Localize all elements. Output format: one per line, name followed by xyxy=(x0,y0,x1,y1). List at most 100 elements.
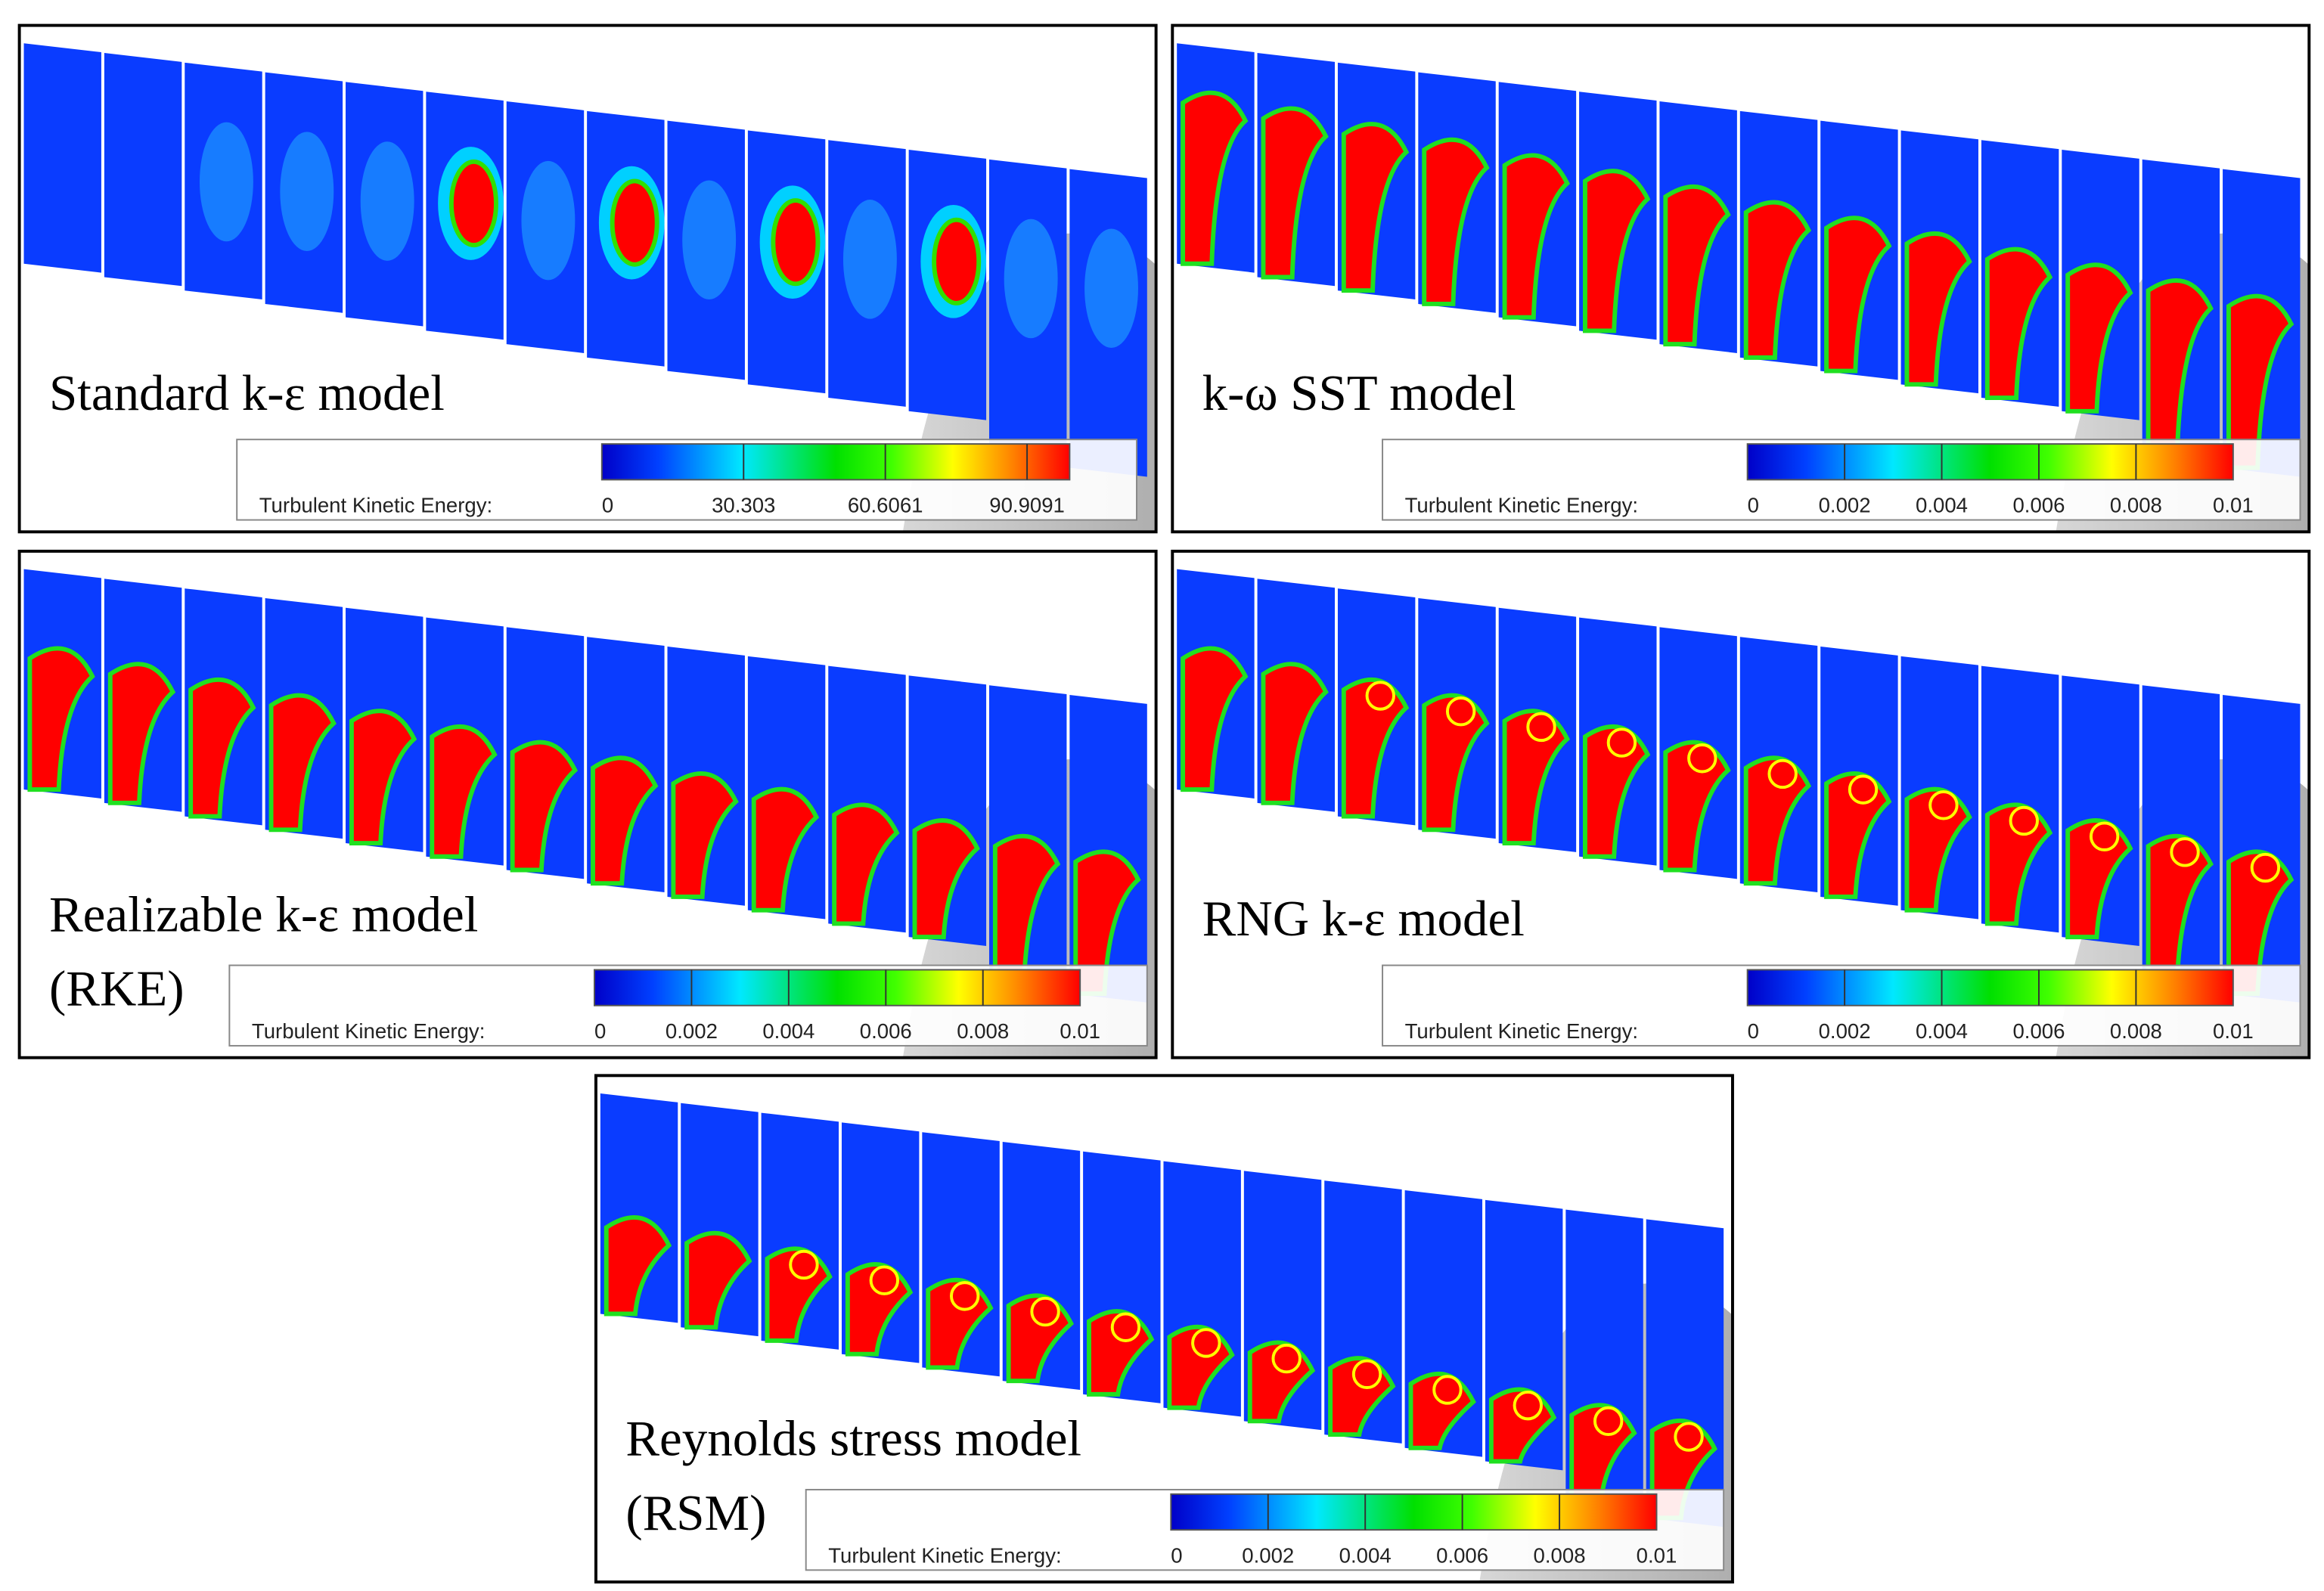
tke-region xyxy=(268,693,337,833)
tke-region xyxy=(1582,169,1651,333)
slice xyxy=(828,140,906,407)
contour-view xyxy=(23,569,1156,1058)
tke-region xyxy=(1422,137,1490,306)
slice xyxy=(1820,120,1898,380)
legend-tick-label: 30.303 xyxy=(712,494,775,517)
model-label: (RSM) xyxy=(625,1485,766,1541)
tke-region xyxy=(751,786,820,913)
tke-region xyxy=(992,833,1061,983)
model-label: Reynolds stress model xyxy=(625,1411,1081,1467)
tke-region xyxy=(684,1230,752,1330)
panel: RNG k-ε model Turbulent Kinetic Energy: 0 0… xyxy=(1171,549,2311,1059)
slice xyxy=(2223,169,2301,477)
model-label: Standard k-ε model xyxy=(49,365,445,421)
slice xyxy=(2142,159,2220,464)
tke-low xyxy=(842,200,897,319)
tke-region xyxy=(510,740,579,873)
slice xyxy=(104,578,182,812)
tke-region xyxy=(1743,755,1812,886)
vortex-core xyxy=(869,1265,900,1295)
panel-border xyxy=(1171,549,2311,1059)
slice xyxy=(506,627,585,879)
tke-region xyxy=(832,802,900,926)
vortex-core xyxy=(1432,1375,1463,1405)
model-label: Realizable k-ε model xyxy=(49,886,478,942)
slice xyxy=(1659,101,1737,353)
vortex-core xyxy=(1687,743,1717,774)
slice xyxy=(1418,72,1496,313)
slice xyxy=(1243,1171,1322,1431)
legend-title: Turbulent Kinetic Energy: xyxy=(259,494,492,517)
legend-tick-label: 0 xyxy=(1748,494,1759,517)
panel: k-ω SST model Turbulent Kinetic Energy: 0 0… xyxy=(1171,23,2311,534)
legend-title: Turbulent Kinetic Energy: xyxy=(1405,494,1638,517)
slice-plane xyxy=(23,43,101,273)
vortex-core xyxy=(789,1249,819,1280)
slice xyxy=(506,101,585,353)
vortex-core xyxy=(1030,1296,1060,1327)
slice xyxy=(265,597,343,839)
slice xyxy=(23,43,101,273)
tke-region xyxy=(430,724,498,859)
legend-tick-label: 0.008 xyxy=(2110,494,2162,517)
panel-border xyxy=(594,1074,1734,1584)
slice xyxy=(346,607,424,852)
legend-tick-label: 0.01 xyxy=(1060,1019,1100,1043)
legend-tick-label: 0.01 xyxy=(2213,1019,2254,1043)
tke-region xyxy=(1181,90,1249,266)
slice xyxy=(1069,695,1147,1003)
slice xyxy=(587,637,665,893)
slice xyxy=(1069,169,1147,477)
slice xyxy=(1659,627,1737,879)
vortex-core xyxy=(2009,805,2039,836)
tke-region xyxy=(1582,724,1651,859)
slice xyxy=(1900,130,1978,394)
slice xyxy=(1177,43,1255,273)
slice xyxy=(1337,588,1416,826)
slice xyxy=(1177,569,1255,799)
slice xyxy=(185,588,262,826)
slice xyxy=(747,656,826,920)
legend: Turbulent Kinetic Energy: 0 0.002 0.004 0.00… xyxy=(1382,964,2301,1047)
tke-region xyxy=(1073,849,1141,996)
slice xyxy=(265,72,343,313)
tke-region xyxy=(1341,122,1410,293)
model-label: (RKE) xyxy=(49,961,185,1017)
slice xyxy=(1498,82,1577,327)
vortex-core xyxy=(1767,758,1798,789)
legend-tick-label: 0.002 xyxy=(1242,1543,1294,1567)
slice xyxy=(667,120,745,380)
slice xyxy=(1257,578,1336,812)
tke-region xyxy=(1341,677,1410,819)
legend-tick-label: 0.008 xyxy=(1534,1543,1586,1567)
slice xyxy=(828,665,906,933)
slice xyxy=(1485,1199,1563,1471)
slice xyxy=(988,159,1067,464)
slice xyxy=(1083,1151,1161,1403)
slice xyxy=(667,647,745,906)
tke-low xyxy=(1084,228,1138,349)
vortex-core xyxy=(1513,1390,1543,1421)
tke-region xyxy=(1663,740,1731,873)
vortex-core xyxy=(1445,696,1476,727)
tke-region xyxy=(1422,693,1490,833)
slice xyxy=(600,1093,678,1323)
legend-tick-label: 0.008 xyxy=(2110,1019,2162,1043)
legend-tick-label: 0.004 xyxy=(1916,494,1968,517)
tke-low xyxy=(521,160,576,281)
vortex-core xyxy=(1526,712,1556,743)
vortex-core xyxy=(1110,1312,1141,1342)
slice xyxy=(922,1132,1000,1377)
legend-tick-label: 0.004 xyxy=(1339,1543,1392,1567)
legend-tick-label: 0.004 xyxy=(1916,1019,1968,1043)
legend-tick-label: 0.002 xyxy=(1819,1019,1871,1043)
slice xyxy=(1498,607,1577,852)
legend-tick-label: 0 xyxy=(1748,1019,1759,1043)
legend: Turbulent Kinetic Energy: 0 0.002 0.004 0.00… xyxy=(805,1488,1725,1571)
slice xyxy=(1002,1141,1081,1390)
slice xyxy=(1257,53,1336,287)
vortex-core xyxy=(1191,1328,1221,1358)
tke-core xyxy=(771,198,821,287)
legend-tick-label: 90.9091 xyxy=(989,494,1065,517)
